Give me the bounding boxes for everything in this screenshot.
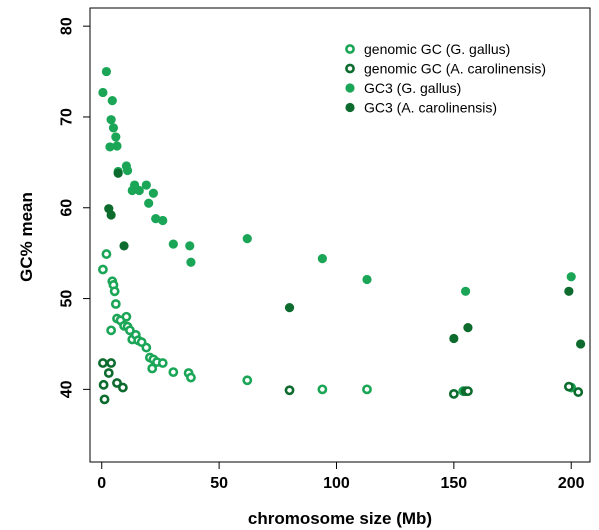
data-point-series-4 bbox=[284, 303, 295, 313]
data-point-series-3 bbox=[168, 239, 178, 249]
data-point-series-3 bbox=[112, 141, 122, 151]
data-point-series-1 bbox=[141, 342, 152, 353]
legend-marker bbox=[345, 63, 355, 74]
data-point-series-2 bbox=[98, 379, 109, 390]
data-point-series-3 bbox=[134, 185, 144, 196]
data-point-series-1 bbox=[157, 358, 168, 368]
data-point-series-3 bbox=[105, 142, 115, 152]
data-point-series-4 bbox=[119, 241, 129, 251]
y-tick-label: 40 bbox=[59, 380, 76, 398]
data-point-series-1 bbox=[109, 286, 120, 297]
data-point-series-3 bbox=[108, 123, 119, 133]
data-point-series-3 bbox=[107, 96, 117, 106]
data-point-series-1 bbox=[317, 384, 328, 395]
data-point-series-2 bbox=[99, 394, 110, 405]
data-point-series-3 bbox=[101, 66, 112, 77]
data-point-series-3 bbox=[185, 241, 195, 251]
data-point-series-1 bbox=[186, 372, 196, 383]
data-point-series-2 bbox=[573, 387, 584, 397]
data-point-series-1 bbox=[362, 384, 372, 395]
data-point-series-1 bbox=[98, 264, 108, 275]
data-point-series-3 bbox=[111, 132, 121, 142]
data-point-series-3 bbox=[106, 115, 116, 125]
data-point-series-3 bbox=[122, 165, 133, 176]
legend-label: GC3 (A. carolinensis) bbox=[364, 100, 497, 116]
data-point-series-3 bbox=[151, 214, 161, 224]
data-point-series-3 bbox=[144, 198, 154, 208]
legend-marker bbox=[345, 44, 355, 54]
data-point-series-3 bbox=[566, 272, 576, 282]
legend-marker bbox=[345, 83, 355, 93]
data-point-series-1 bbox=[121, 311, 132, 322]
data-point-series-3 bbox=[148, 188, 158, 198]
data-point-series-4 bbox=[564, 286, 574, 296]
data-point-series-1 bbox=[242, 375, 253, 386]
data-point-series-1 bbox=[106, 325, 117, 336]
data-point-series-2 bbox=[106, 358, 117, 368]
data-point-series-2 bbox=[112, 378, 122, 388]
data-point-series-4 bbox=[106, 210, 116, 220]
data-point-series-2 bbox=[284, 385, 295, 396]
data-point-series-1 bbox=[101, 249, 112, 259]
data-point-series-2 bbox=[103, 368, 114, 378]
y-tick-label: 60 bbox=[59, 199, 76, 217]
y-tick-label: 50 bbox=[59, 290, 76, 308]
data-point-series-3 bbox=[317, 254, 327, 264]
data-point-series-2 bbox=[448, 388, 459, 399]
data-point-series-3 bbox=[141, 180, 151, 190]
data-point-series-4 bbox=[113, 168, 123, 178]
data-point-series-3 bbox=[460, 286, 471, 296]
data-point-series-3 bbox=[242, 234, 252, 244]
legend-marker bbox=[345, 102, 355, 113]
legend-label: GC3 (G. gallus) bbox=[364, 80, 461, 96]
data-point-series-2 bbox=[98, 358, 108, 368]
data-point-series-1 bbox=[110, 299, 121, 309]
data-point-series-2 bbox=[563, 381, 574, 392]
data-point-series-2 bbox=[117, 382, 128, 393]
legend-label: genomic GC (A. carolinensis) bbox=[364, 61, 546, 77]
x-tick-label: 0 bbox=[97, 475, 106, 492]
data-point-series-2 bbox=[463, 386, 473, 397]
data-point-series-3 bbox=[158, 215, 168, 226]
x-tick-label: 150 bbox=[440, 475, 467, 492]
data-point-series-4 bbox=[463, 323, 473, 333]
data-point-series-3 bbox=[98, 87, 108, 98]
x-tick-label: 100 bbox=[323, 475, 350, 492]
data-point-series-1 bbox=[147, 363, 158, 374]
x-tick-label: 50 bbox=[210, 475, 228, 492]
x-tick-label: 200 bbox=[558, 475, 585, 492]
y-tick-label: 70 bbox=[59, 108, 76, 126]
data-point-series-1 bbox=[125, 325, 135, 336]
data-point-series-1 bbox=[168, 367, 179, 378]
y-tick-label: 80 bbox=[59, 17, 76, 35]
x-axis-title: chromosome size (Mb) bbox=[248, 509, 432, 528]
legend-label: genomic GC (G. gallus) bbox=[364, 41, 510, 57]
data-point-series-4 bbox=[576, 339, 586, 349]
data-point-series-4 bbox=[449, 333, 459, 344]
y-axis-title: GC% mean bbox=[17, 192, 36, 282]
plot-frame bbox=[89, 7, 591, 463]
data-point-series-3 bbox=[186, 257, 196, 267]
data-point-series-3 bbox=[362, 274, 372, 285]
